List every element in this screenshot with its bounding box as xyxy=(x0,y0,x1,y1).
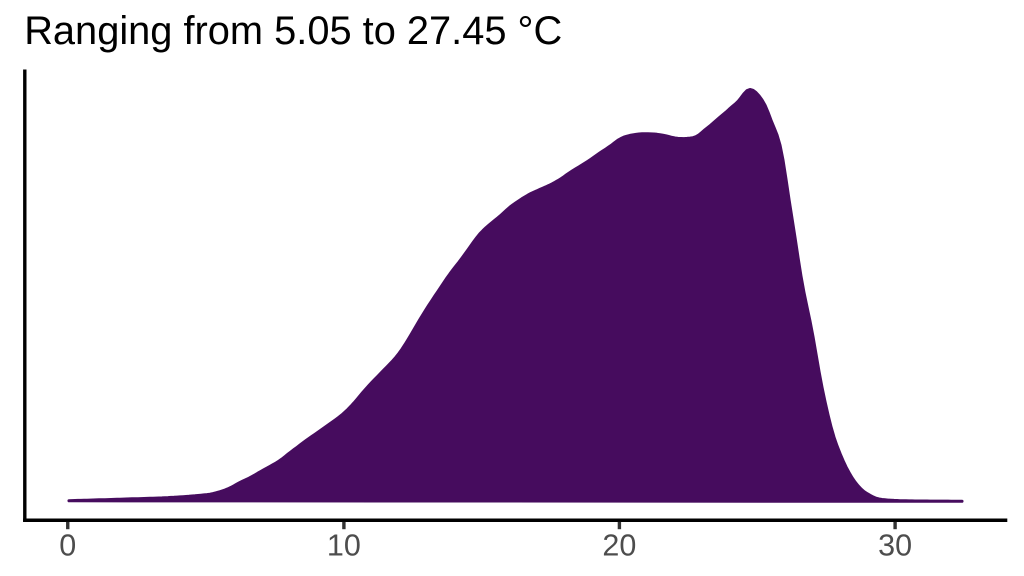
svg-text:30: 30 xyxy=(878,529,912,563)
svg-text:20: 20 xyxy=(602,529,636,563)
svg-text:0: 0 xyxy=(59,529,76,563)
svg-text:Ranging from 5.05 to 27.45 °C: Ranging from 5.05 to 27.45 °C xyxy=(24,9,562,53)
svg-text:10: 10 xyxy=(327,529,361,563)
